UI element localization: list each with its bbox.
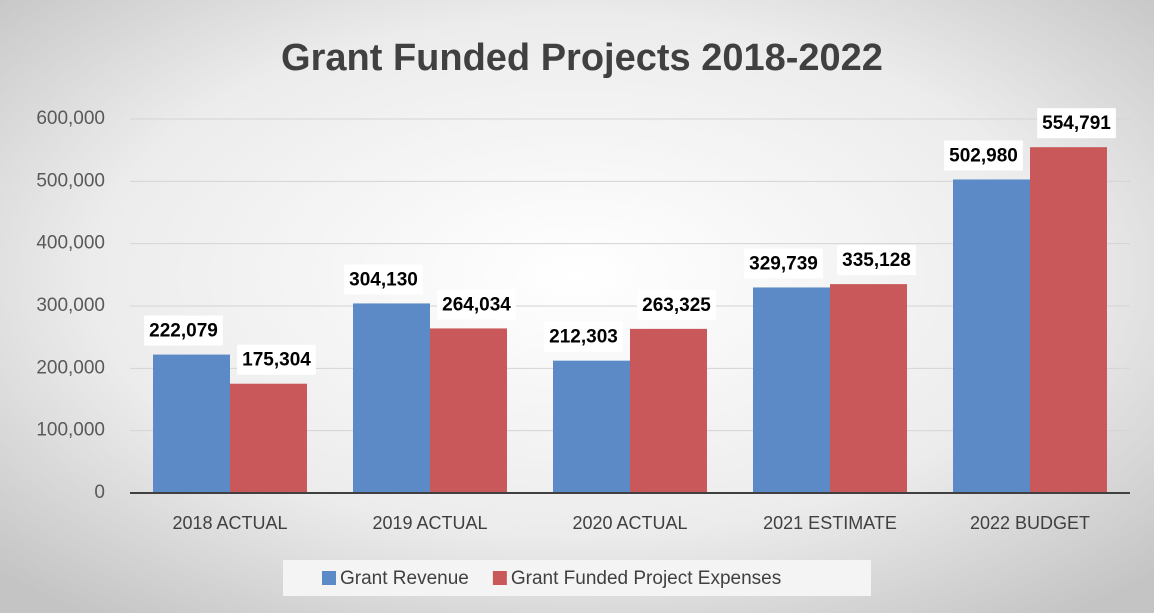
data-label-bg <box>744 248 823 279</box>
legend-swatch <box>322 571 336 585</box>
data-label: 329,739 <box>749 253 818 274</box>
bar <box>953 179 1030 493</box>
data-label: 175,304 <box>242 350 311 371</box>
y-tick-label: 400,000 <box>36 233 105 254</box>
legend <box>283 560 871 596</box>
x-tick-label: 2021 ESTIMATE <box>763 513 897 533</box>
bar <box>230 383 307 493</box>
data-label: 335,128 <box>842 250 911 271</box>
y-tick-label: 500,000 <box>36 170 105 191</box>
data-label-bg <box>237 344 316 375</box>
data-label: 263,325 <box>642 295 711 316</box>
bar <box>553 360 630 493</box>
y-tick-label: 600,000 <box>36 108 105 129</box>
y-tick-label: 0 <box>94 482 105 503</box>
legend-label: Grant Revenue <box>340 568 469 589</box>
data-label-bg <box>437 289 516 320</box>
bar <box>353 303 430 493</box>
bar <box>430 328 507 493</box>
data-label-bg <box>944 140 1023 171</box>
data-label-bg <box>544 321 623 352</box>
bar <box>753 287 830 493</box>
legend-swatch <box>492 571 507 585</box>
data-label: 502,980 <box>949 145 1018 166</box>
data-label: 264,034 <box>442 294 511 315</box>
y-tick-label: 300,000 <box>36 295 105 316</box>
bar <box>630 328 707 493</box>
x-tick-label: 2019 ACTUAL <box>372 513 487 533</box>
bar <box>153 354 230 493</box>
y-tick-label: 200,000 <box>36 357 105 378</box>
x-tick-label: 2022 BUDGET <box>970 513 1090 533</box>
data-label: 212,303 <box>549 327 618 348</box>
x-tick-label: 2020 ACTUAL <box>572 513 687 533</box>
x-tick-label: 2018 ACTUAL <box>172 513 287 533</box>
data-label: 554,791 <box>1042 113 1111 134</box>
bar <box>830 284 907 493</box>
y-tick-label: 100,000 <box>36 420 105 441</box>
chart-title: Grant Funded Projects 2018-2022 <box>281 37 883 79</box>
data-label-bg <box>344 264 423 295</box>
data-label-bg <box>1037 108 1116 139</box>
data-label: 304,130 <box>349 269 418 290</box>
data-label-bg <box>144 315 223 346</box>
bar <box>1030 147 1107 493</box>
data-label: 222,079 <box>149 321 218 342</box>
data-label-bg <box>837 245 916 276</box>
data-label-bg <box>637 289 716 320</box>
legend-label: Grant Funded Project Expenses <box>511 568 781 589</box>
